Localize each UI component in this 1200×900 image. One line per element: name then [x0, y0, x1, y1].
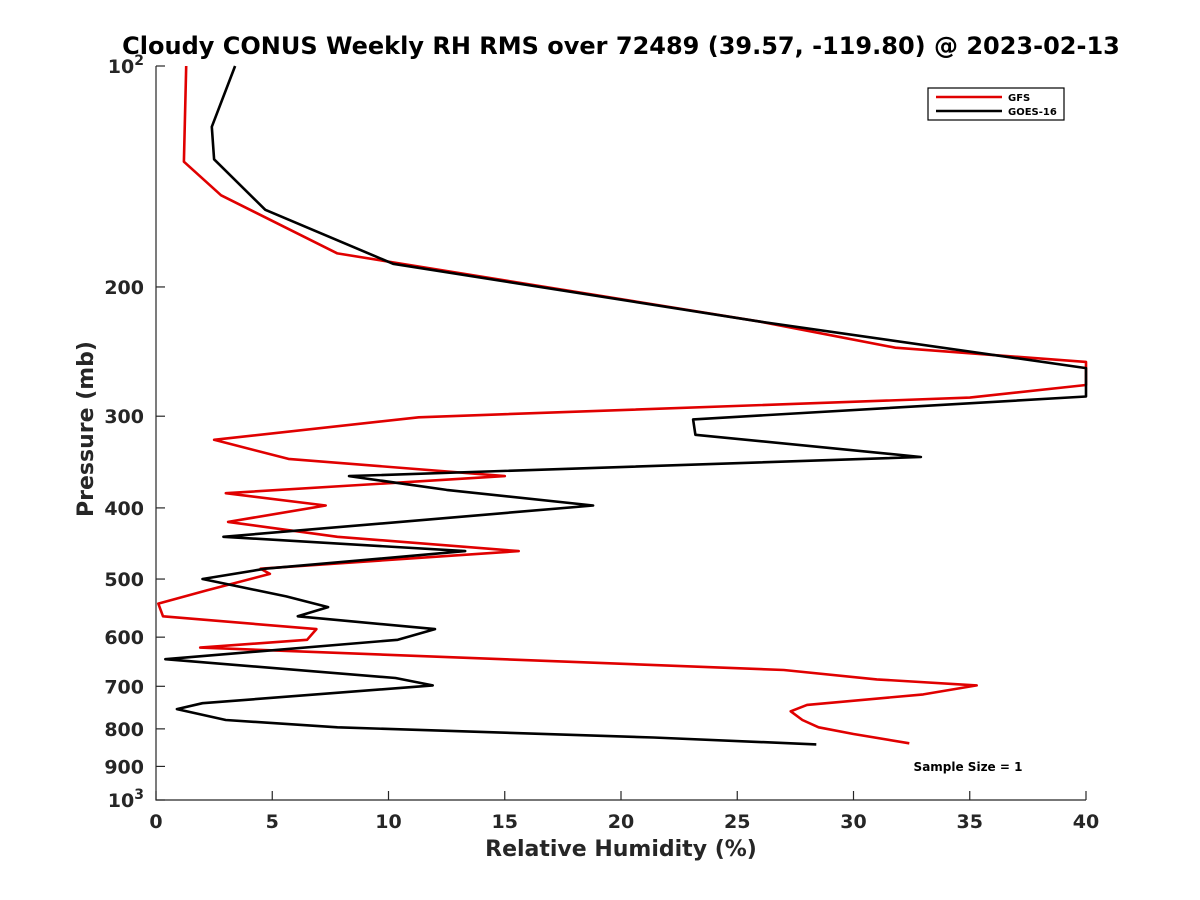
x-tick-label: 0 — [149, 811, 162, 833]
y-tick-label: 700 — [104, 676, 144, 698]
legend-box — [927, 87, 1065, 121]
y-axis-label: Pressure (mb) — [74, 341, 99, 517]
x-tick-label: 10 — [375, 811, 401, 833]
x-tick-label: 5 — [266, 811, 279, 833]
y-tick-label: 200 — [104, 277, 144, 299]
x-tick-label: 35 — [957, 811, 983, 833]
legend-items: GFS GOES-16 — [936, 93, 1057, 118]
legend: GFS GOES-16 — [927, 87, 1065, 121]
x-tick-label: 15 — [492, 811, 518, 833]
y-tick-label: 900 — [104, 756, 144, 778]
x-tick-label: 20 — [608, 811, 634, 833]
x-tick-label: 30 — [840, 811, 866, 833]
y-axis: 102 200 300 400 500 600 700 800 900 103 — [104, 53, 165, 812]
chart-title: Cloudy CONUS Weekly RH RMS over 72489 (3… — [122, 32, 1120, 60]
plot-area: 0 5 10 15 20 25 30 35 40 102 200 300 400 500 600 700 80… — [104, 53, 1099, 833]
series-line-2 — [164, 65, 1088, 746]
series-line-1 — [157, 65, 1088, 745]
y-tick-label: 600 — [104, 627, 144, 649]
x-axis-label: Relative Humidity (%) — [485, 837, 757, 862]
y-tick-label: 500 — [104, 569, 144, 591]
axes-background — [156, 66, 1086, 800]
x-tick-label: 40 — [1073, 811, 1099, 833]
x-tick-label: 25 — [724, 811, 750, 833]
legend-label-2: GOES-16 — [1008, 107, 1057, 118]
x-axis: 0 5 10 15 20 25 30 35 40 — [149, 791, 1099, 833]
y-tick-label: 800 — [104, 719, 144, 741]
legend-label-1: GFS — [1008, 93, 1030, 104]
sample-size-annotation: Sample Size = 1 — [914, 760, 1023, 774]
series-layer — [157, 65, 1088, 746]
y-tick-label: 300 — [104, 406, 144, 428]
y-tick-label: 103 — [108, 787, 144, 812]
y-tick-label: 400 — [104, 498, 144, 520]
y-tick-label: 102 — [108, 53, 144, 78]
